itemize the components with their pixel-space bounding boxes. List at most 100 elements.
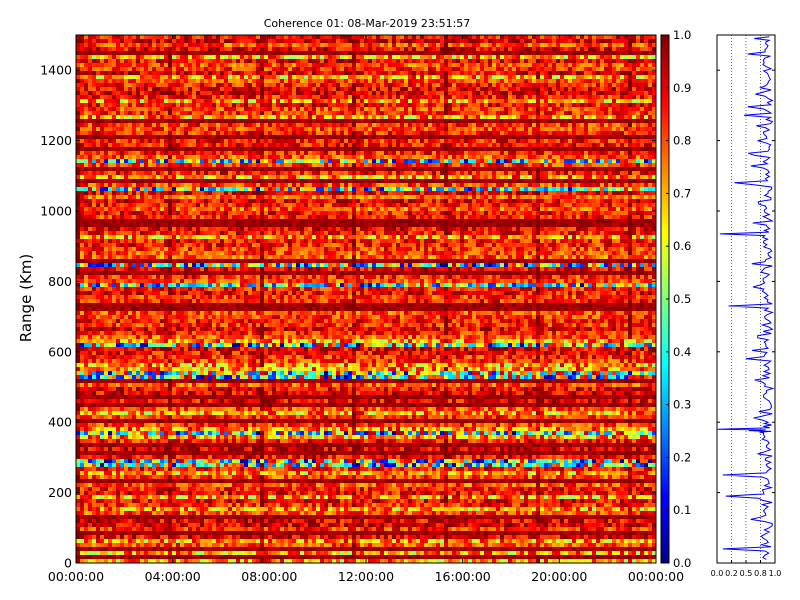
heatmap-cell	[596, 83, 601, 88]
heatmap-cell	[520, 67, 525, 72]
heatmap-cell	[92, 159, 97, 164]
heatmap-cell	[172, 83, 177, 88]
heatmap-cell	[556, 119, 561, 124]
heatmap-cell	[100, 99, 105, 104]
heatmap-cell	[80, 39, 85, 44]
heatmap-cell	[320, 135, 325, 140]
heatmap-cell	[616, 147, 621, 152]
heatmap-cell	[372, 35, 377, 40]
heatmap-cell	[132, 131, 137, 136]
heatmap-cell	[384, 115, 389, 120]
heatmap-cell	[192, 43, 197, 48]
heatmap-cell	[596, 107, 601, 112]
heatmap-cell	[604, 47, 609, 52]
heatmap-cell	[524, 75, 529, 80]
heatmap-cell	[216, 95, 221, 100]
heatmap-cell	[116, 63, 121, 68]
heatmap-cell	[480, 51, 485, 56]
heatmap-cell	[112, 139, 117, 144]
heatmap-cell	[608, 67, 613, 72]
heatmap-cell	[652, 43, 657, 48]
heatmap-cell	[188, 151, 193, 156]
heatmap-cell	[600, 83, 605, 88]
heatmap-cell	[196, 39, 201, 44]
heatmap-cell	[332, 159, 337, 164]
heatmap-cell	[456, 115, 461, 120]
heatmap-cell	[156, 51, 161, 56]
heatmap-cell	[220, 107, 225, 112]
heatmap-cell	[288, 47, 293, 52]
heatmap-cell	[108, 103, 113, 108]
heatmap-cell	[608, 103, 613, 108]
heatmap-cell	[148, 151, 153, 156]
heatmap-cell	[324, 167, 329, 172]
heatmap-cell	[480, 159, 485, 164]
heatmap-cell	[600, 47, 605, 52]
heatmap-cell	[568, 67, 573, 72]
heatmap-cell	[524, 63, 529, 68]
heatmap-cell	[584, 131, 589, 136]
heatmap-cell	[528, 111, 533, 116]
heatmap-cell	[568, 107, 573, 112]
heatmap-cell	[320, 63, 325, 68]
heatmap-cell	[284, 127, 289, 132]
heatmap-cell	[76, 63, 81, 68]
heatmap-cell	[536, 119, 541, 124]
heatmap-cell	[376, 87, 381, 92]
heatmap-cell	[572, 83, 577, 88]
heatmap-cell	[240, 59, 245, 64]
heatmap-cell	[648, 79, 653, 84]
heatmap-cell	[404, 43, 409, 48]
heatmap-cell	[360, 43, 365, 48]
heatmap-cell	[92, 171, 97, 176]
heatmap-cell	[568, 103, 573, 108]
heatmap-cell	[296, 143, 301, 148]
heatmap-cell	[468, 151, 473, 156]
heatmap-cell	[112, 135, 117, 140]
heatmap-cell	[276, 75, 281, 80]
heatmap-cell	[420, 127, 425, 132]
heatmap-cell	[368, 151, 373, 156]
heatmap-cell	[168, 131, 173, 136]
heatmap-cell	[592, 39, 597, 44]
heatmap-cell	[212, 99, 217, 104]
heatmap-cell	[368, 87, 373, 92]
heatmap-cell	[308, 55, 313, 60]
heatmap-cell	[176, 87, 181, 92]
heatmap-cell	[652, 99, 657, 104]
heatmap-cell	[196, 51, 201, 56]
heatmap-cell	[568, 115, 573, 120]
heatmap-cell	[340, 123, 345, 128]
heatmap-cell	[128, 159, 133, 164]
heatmap-cell	[288, 107, 293, 112]
heatmap-cell	[604, 51, 609, 56]
heatmap-cell	[492, 47, 497, 52]
heatmap-cell	[112, 143, 117, 148]
heatmap-cell	[564, 47, 569, 52]
heatmap-cell	[236, 167, 241, 172]
heatmap-cell	[444, 67, 449, 72]
heatmap-cell	[372, 83, 377, 88]
heatmap-cell	[564, 67, 569, 72]
heatmap-cell	[228, 139, 233, 144]
heatmap-cell	[316, 91, 321, 96]
heatmap-cell	[444, 99, 449, 104]
heatmap-cell	[556, 39, 561, 44]
heatmap-cell	[584, 91, 589, 96]
heatmap-cell	[496, 111, 501, 116]
heatmap-cell	[420, 91, 425, 96]
heatmap-cell	[204, 87, 209, 92]
heatmap-cell	[344, 143, 349, 148]
heatmap-cell	[252, 127, 257, 132]
heatmap-cell	[544, 151, 549, 156]
heatmap-cell	[316, 75, 321, 80]
heatmap-cell	[180, 51, 185, 56]
heatmap-cell	[276, 151, 281, 156]
heatmap-cell	[216, 107, 221, 112]
heatmap-cell	[256, 155, 261, 160]
heatmap-cell	[224, 143, 229, 148]
heatmap-cell	[532, 59, 537, 64]
heatmap-cell	[544, 95, 549, 100]
heatmap-cell	[504, 39, 509, 44]
heatmap-cell	[76, 135, 81, 140]
